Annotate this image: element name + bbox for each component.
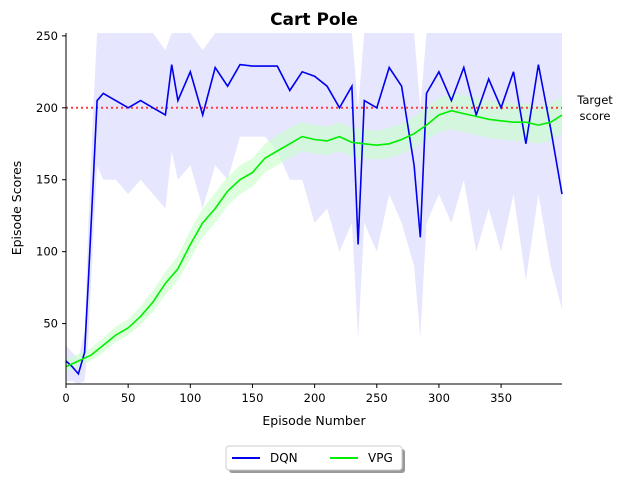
plot-area: [65, 33, 563, 384]
axes: [65, 33, 562, 385]
x-axis-label: Episode Number: [262, 413, 366, 428]
y-tick-label: 100: [36, 245, 58, 259]
y-tick-label: 250: [36, 29, 58, 43]
x-tick-label: 250: [366, 391, 388, 405]
y-axis-label: Episode Scores: [9, 161, 24, 256]
x-tick-label: 0: [62, 391, 69, 405]
band-dqn: [66, 33, 562, 384]
chart-title: Cart Pole: [270, 10, 358, 30]
y-tick-label: 200: [36, 101, 58, 115]
y-tick-label: 50: [43, 317, 58, 331]
legend-dqn-label: DQN: [270, 451, 298, 465]
x-tick-label: 200: [304, 391, 326, 405]
x-tick-label: 150: [241, 391, 263, 405]
legend-vpg-label: VPG: [368, 451, 393, 465]
x-tick-label: 50: [121, 391, 136, 405]
x-tick-label: 350: [490, 391, 512, 405]
x-tick-label: 300: [428, 391, 450, 405]
target-label-line2: score: [580, 109, 611, 123]
y-ticks: 50 100 150 200 250: [36, 29, 66, 331]
series-line-vpg: [65, 109, 563, 368]
x-ticks: 0 50 100 150 200 250 300 350: [62, 384, 512, 405]
y-tick-label: 150: [36, 173, 58, 187]
legend: DQN VPG: [225, 445, 405, 473]
x-tick-label: 100: [179, 391, 201, 405]
target-label-line1: Target: [576, 93, 613, 107]
series-line-dqn: [65, 63, 563, 376]
legend-box: [225, 445, 403, 471]
